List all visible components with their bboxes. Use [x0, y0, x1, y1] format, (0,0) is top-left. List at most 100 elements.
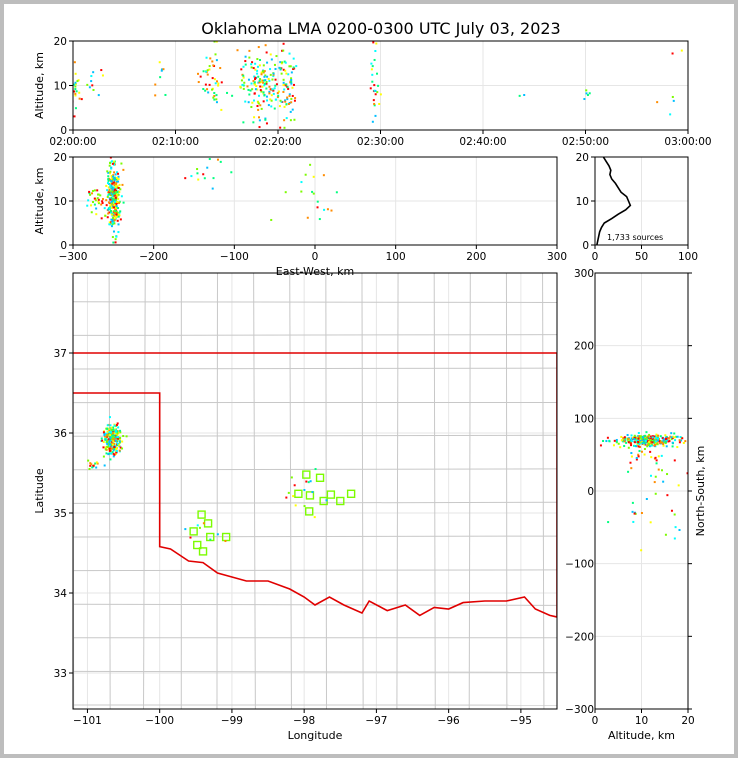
ew_height-source-point — [110, 206, 113, 209]
time_height-source-point — [90, 80, 93, 83]
time_height-source-point — [284, 100, 287, 103]
time_height-ytick-label: 10 — [54, 81, 67, 93]
time_height-source-point — [164, 93, 167, 96]
ew_height-source-point — [208, 158, 211, 161]
ew_height-xtick-label: 0 — [312, 251, 319, 263]
plan_view-source-point — [103, 464, 106, 467]
ew_height-source-point — [112, 230, 115, 233]
plan_view-source-point — [115, 451, 118, 454]
ns_height-source-point — [620, 439, 623, 442]
time_height-source-point — [247, 88, 250, 91]
ew_height-source-point — [112, 198, 115, 201]
ns_height-source-point — [635, 457, 638, 460]
time_height-source-point — [262, 79, 265, 82]
time_height-source-point — [371, 120, 374, 123]
ns_height-source-point — [636, 441, 639, 444]
time_height-source-point — [523, 94, 526, 97]
ns_height-source-point — [649, 439, 652, 442]
time_height-source-point — [285, 72, 288, 75]
time_height-source-point — [371, 65, 374, 68]
time_height-source-point — [213, 41, 216, 43]
ns_height-source-point — [642, 443, 645, 446]
ns_height-source-point — [651, 436, 654, 439]
ew_height-source-point — [94, 199, 97, 202]
ew_height-source-point — [110, 225, 113, 228]
ew_height-source-point — [118, 191, 121, 194]
ns_height-source-point — [668, 440, 671, 443]
time_height-source-point — [379, 93, 382, 96]
time_height-source-point — [290, 79, 293, 82]
time_height-source-point — [271, 78, 274, 81]
ns_height-source-point — [630, 440, 633, 443]
time_height-source-point — [265, 87, 268, 90]
ew_height-source-point — [311, 190, 314, 193]
county-line — [108, 273, 111, 709]
time_height-source-point — [286, 98, 289, 101]
ns_height-source-point — [612, 444, 615, 447]
time_height-source-point — [86, 83, 89, 86]
ns_height-source-point — [647, 443, 650, 446]
altitude_histogram-xtick-label: 50 — [635, 251, 648, 263]
ew_height-source-point — [113, 219, 116, 222]
ew_height-source-point — [211, 187, 214, 190]
ew_height-source-point — [113, 186, 116, 189]
plan_view-cluster — [285, 468, 328, 519]
ns_height-source-point — [650, 456, 653, 459]
plan_view-source-point — [109, 434, 112, 437]
time_height-source-point — [219, 67, 222, 70]
ns_height-source-point — [655, 433, 658, 436]
ew_height-source-point — [117, 178, 120, 181]
ns_height-source-point — [657, 468, 660, 471]
plan_view-source-point — [94, 462, 97, 465]
ns_height-source-point — [667, 440, 670, 443]
ew_height-source-point — [101, 200, 104, 203]
plan_view-source-point — [113, 437, 116, 440]
ns_height-source-point — [632, 520, 635, 523]
ns_height-source-point — [630, 434, 633, 437]
time_height-source-point — [248, 56, 251, 59]
ns_height-source-point — [670, 432, 673, 435]
time_height-source-point — [257, 102, 260, 105]
ns_height-source-point — [633, 444, 636, 447]
ew_height-source-point — [110, 184, 113, 187]
time_height-source-point — [257, 46, 260, 49]
ns_height-source-point — [641, 442, 644, 445]
time_height-source-point — [244, 55, 247, 58]
ew_height-source-point — [101, 198, 104, 201]
ns_height-source-point — [674, 526, 677, 529]
plan_view-source-point — [118, 440, 121, 443]
plan_view-source-point — [109, 458, 112, 461]
time_height-source-point — [90, 75, 93, 78]
ew_height-source-point — [111, 178, 114, 181]
time_height-source-point — [285, 117, 288, 120]
time_height-source-point — [269, 68, 272, 71]
ew_height-source-point — [110, 150, 112, 152]
ns_height-source-point — [654, 492, 657, 495]
ew_height-source-point — [284, 191, 287, 194]
time_height-source-point — [208, 83, 211, 86]
time_height-cluster — [656, 49, 683, 116]
ew_height-source-point — [203, 177, 206, 180]
time_height-source-point — [263, 94, 266, 97]
ns_height-source-point — [662, 443, 665, 446]
plan_view-source-point — [202, 522, 205, 525]
county-line — [73, 501, 557, 504]
plan_view-xlabel: Longitude — [288, 729, 343, 742]
plan_view-cluster — [184, 522, 227, 543]
ew_height-source-point — [115, 235, 118, 238]
ew_height-source-point — [108, 221, 111, 224]
ew_height-source-point — [108, 193, 111, 196]
ew_height-source-point — [107, 179, 110, 182]
ns_height-source-point — [645, 498, 648, 501]
ew_height-source-point — [106, 170, 109, 173]
county-line — [73, 367, 557, 370]
plan_view-source-point — [88, 468, 91, 471]
ns_height-source-point — [673, 432, 676, 435]
time_height-source-point — [208, 68, 211, 71]
time_height-source-point — [295, 65, 298, 68]
ew_height-source-point — [117, 186, 120, 189]
ns_height-source-point — [676, 446, 679, 449]
ns_height-source-point — [630, 467, 633, 470]
ns_height-source-point — [635, 445, 638, 448]
time_height-source-point — [265, 51, 268, 54]
